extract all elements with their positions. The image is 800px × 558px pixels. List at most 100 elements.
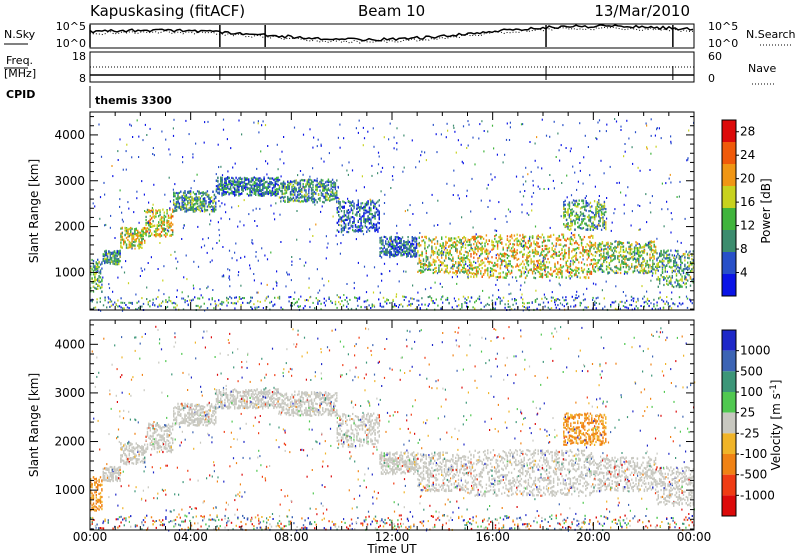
power-echo-cell — [133, 237, 134, 239]
power-echo-cell — [259, 193, 260, 195]
power-echo-cell — [136, 234, 137, 236]
power-echo-cell — [122, 236, 123, 238]
power-echo-cell — [290, 183, 291, 185]
power-noise-cell — [253, 177, 254, 179]
power-noise-cell — [599, 119, 600, 121]
power-echo-cell — [369, 211, 370, 213]
power-echo-cell — [447, 242, 448, 244]
power-echo-cell — [647, 264, 648, 266]
power-noise-cell — [634, 258, 635, 260]
power-echo-cell — [578, 261, 579, 263]
power-echo-cell — [393, 255, 394, 257]
power-noise-cell — [531, 203, 532, 205]
power-echo-cell — [120, 241, 121, 243]
power-echo-cell — [589, 273, 590, 275]
power-echo-cell — [377, 231, 378, 233]
power-echo-cell — [539, 265, 540, 267]
power-echo-cell — [300, 196, 301, 198]
power-echo-cell — [597, 225, 598, 227]
power-echo-cell — [515, 276, 516, 278]
power-noise-cell — [679, 181, 680, 183]
power-echo-cell — [494, 235, 495, 237]
power-echo-cell — [111, 257, 112, 259]
power-echo-cell — [577, 216, 578, 218]
power-echo-cell — [510, 236, 511, 238]
power-echo-cell — [600, 225, 601, 227]
power-noise-cell — [401, 249, 402, 251]
power-echo-cell — [305, 191, 306, 193]
power-echo-cell — [670, 277, 671, 279]
power-echo-cell — [580, 211, 581, 213]
power-echo-cell — [143, 234, 144, 236]
power-echo-cell — [600, 204, 601, 206]
power-noise-cell — [322, 205, 323, 207]
power-echo-cell — [94, 274, 95, 276]
power-noise-cell — [182, 156, 183, 158]
power-echo-cell — [217, 192, 218, 194]
power-echo-cell — [377, 222, 378, 224]
power-echo-cell — [663, 252, 664, 254]
power-echo-cell — [674, 281, 675, 283]
power-echo-cell — [126, 230, 127, 232]
power-echo-cell — [574, 200, 575, 202]
power-echo-cell — [205, 194, 206, 196]
power-echo-cell — [662, 276, 663, 278]
power-echo-cell — [216, 185, 217, 187]
power-echo-cell — [412, 236, 413, 238]
power-echo-cell — [333, 183, 334, 185]
power-echo-cell — [435, 236, 436, 238]
power-echo-cell — [553, 245, 554, 247]
power-echo-cell — [564, 244, 565, 246]
power-echo-cell — [475, 238, 476, 240]
power-echo-cell — [389, 249, 390, 251]
power-echo-cell — [322, 201, 323, 203]
power-noise-cell — [467, 190, 468, 192]
power-echo-cell — [454, 272, 455, 274]
power-echo-cell — [262, 183, 263, 185]
power-echo-cell — [315, 199, 316, 201]
power-echo-cell — [469, 239, 470, 241]
power-echo-cell — [420, 269, 421, 271]
power-noise-cell — [507, 269, 508, 271]
power-noise-cell — [261, 195, 262, 197]
power-echo-cell — [94, 269, 95, 271]
power-noise-cell — [373, 146, 374, 148]
power-noise-cell — [240, 285, 241, 287]
power-echo-cell — [588, 219, 589, 221]
power-echo-cell — [496, 241, 497, 243]
power-echo-cell — [241, 189, 242, 191]
power-echo-cell — [477, 266, 478, 268]
power-echo-cell — [138, 232, 139, 234]
power-echo-cell — [412, 245, 413, 247]
power-echo-cell — [559, 267, 560, 269]
power-echo-cell — [546, 245, 547, 247]
power-echo-cell — [677, 270, 678, 272]
power-echo-cell — [635, 241, 636, 243]
power-noise-cell — [312, 167, 313, 169]
power-noise-cell — [184, 199, 185, 201]
power-noise-cell — [356, 238, 357, 240]
power-echo-cell — [224, 182, 225, 184]
power-echo-cell — [412, 243, 413, 245]
power-echo-cell — [683, 272, 684, 274]
power-echo-cell — [428, 265, 429, 267]
power-echo-cell — [416, 255, 417, 257]
power-echo-cell — [676, 264, 677, 266]
power-echo-cell — [310, 182, 311, 184]
power-echo-cell — [341, 217, 342, 219]
power-echo-cell — [491, 262, 492, 264]
power-echo-cell — [563, 245, 564, 247]
power-echo-cell — [581, 270, 582, 272]
power-echo-cell — [227, 176, 228, 178]
power-echo-cell — [118, 263, 119, 265]
power-echo-cell — [638, 247, 639, 249]
power-echo-cell — [566, 277, 567, 279]
power-noise-cell — [600, 160, 601, 162]
power-echo-cell — [603, 249, 604, 251]
power-echo-cell — [512, 266, 513, 268]
power-echo-cell — [681, 270, 682, 272]
power-echo-cell — [261, 180, 262, 182]
power-noise-cell — [590, 250, 591, 252]
power-noise-cell — [374, 229, 375, 231]
power-echo-cell — [186, 207, 187, 209]
